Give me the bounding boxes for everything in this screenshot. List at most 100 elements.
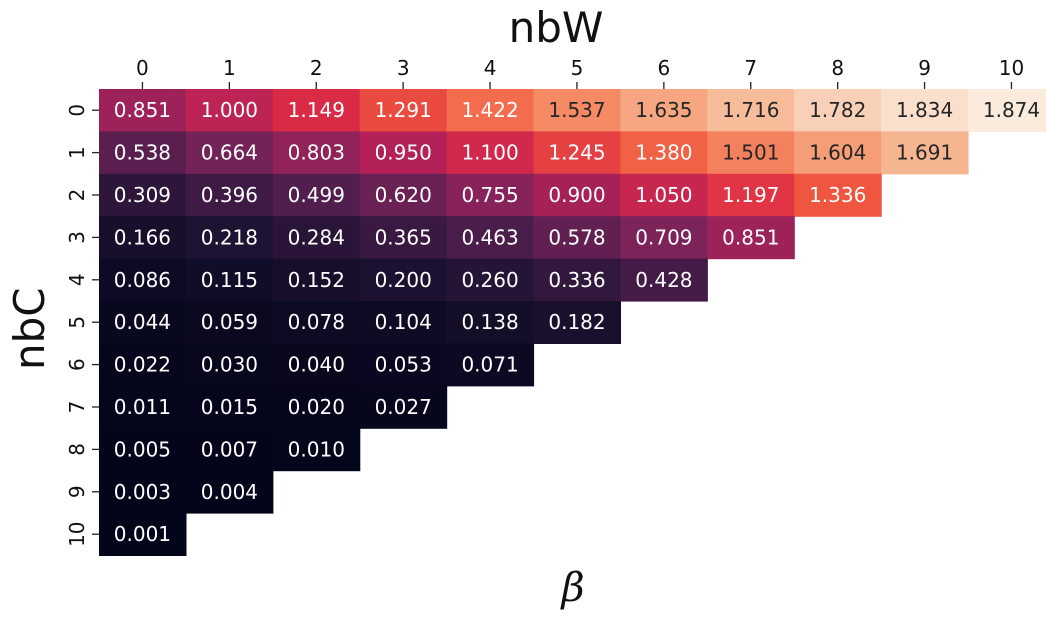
- x-tick-label: 3: [397, 56, 410, 80]
- cell-value-label: 0.182: [548, 310, 605, 334]
- heatmap-cell: [620, 89, 708, 132]
- cell-value-label: 0.900: [548, 183, 605, 207]
- y-tick-label: 10: [65, 521, 89, 546]
- heatmap-cell: [99, 470, 187, 514]
- heatmap-cell: [99, 131, 187, 175]
- heatmap-cell: [99, 301, 187, 344]
- cell-value-label: 1.782: [809, 98, 866, 122]
- x-tick-label: 6: [658, 56, 671, 80]
- heatmap-cell: [359, 216, 448, 260]
- y-tick-label: 3: [65, 231, 89, 244]
- cell-value-label: 1.635: [635, 98, 692, 122]
- y-tick-label: 0: [65, 104, 89, 117]
- heatmap-cell: [620, 216, 708, 260]
- heatmap-cell: [359, 343, 448, 387]
- heatmap-cell: [185, 385, 274, 429]
- heatmap-cell: [272, 216, 361, 260]
- cell-value-label: 1.291: [375, 98, 432, 122]
- heatmap-cell: [881, 89, 969, 132]
- y-tick-label: 5: [65, 316, 89, 329]
- heatmap-cell: [707, 89, 795, 132]
- cell-value-label: 0.950: [375, 141, 432, 165]
- cell-value-label: 1.000: [201, 98, 258, 122]
- cell-value-label: 0.030: [201, 353, 258, 377]
- cell-value-label: 0.005: [114, 437, 171, 461]
- cell-value-label: 0.138: [461, 310, 518, 334]
- heatmap-cell: [99, 428, 187, 472]
- heatmap-cell: [359, 301, 448, 344]
- heatmap-cell: [185, 216, 274, 260]
- heatmap-cell: [272, 428, 361, 472]
- x-tick-label: 0: [136, 56, 149, 80]
- heatmap-cell: [99, 385, 187, 429]
- cell-value-label: 0.044: [114, 310, 171, 334]
- heatmap-cell: [794, 131, 882, 175]
- cell-value-label: 0.709: [635, 225, 692, 249]
- heatmap-cell: [359, 258, 448, 302]
- heatmap-cell: [707, 131, 795, 175]
- cell-value-label: 1.537: [548, 98, 605, 122]
- cell-value-label: 1.691: [896, 141, 953, 165]
- heatmap-cell: [794, 89, 882, 132]
- cell-value-label: 1.380: [635, 141, 692, 165]
- heatmap-cell: [533, 131, 621, 175]
- heatmap-cell: [99, 89, 187, 132]
- cell-value-label: 0.027: [375, 395, 432, 419]
- heatmap-cell: [881, 131, 969, 175]
- heatmap-cell: [446, 216, 535, 260]
- x-axis-title: nbW: [508, 3, 604, 52]
- heatmap-cell: [794, 173, 882, 217]
- cell-value-label: 0.284: [288, 225, 345, 249]
- x-tick-label: 1: [223, 56, 236, 80]
- heatmap-cell: [185, 343, 274, 387]
- heatmap-cell: [272, 343, 361, 387]
- cell-value-label: 0.365: [375, 225, 432, 249]
- cell-value-label: 0.851: [114, 98, 171, 122]
- cell-value-label: 1.336: [809, 183, 866, 207]
- heatmap-cell: [185, 173, 274, 217]
- cell-value-label: 0.260: [461, 268, 518, 292]
- cell-value-label: 0.538: [114, 141, 171, 165]
- x-tick-label: 5: [571, 56, 584, 80]
- heatmap-cell: [533, 173, 621, 217]
- heatmap-cell: [359, 131, 448, 175]
- heatmap-cell: [533, 89, 621, 132]
- x-tick-label: 10: [999, 56, 1024, 80]
- cell-value-label: 0.200: [375, 268, 432, 292]
- cell-value-label: 0.152: [288, 268, 345, 292]
- cell-value-label: 0.040: [288, 353, 345, 377]
- cell-value-label: 0.086: [114, 268, 171, 292]
- cell-value-label: 0.115: [201, 268, 258, 292]
- heatmap-cell: [272, 131, 361, 175]
- heatmap-cell: [533, 216, 621, 260]
- cell-value-label: 1.604: [809, 141, 866, 165]
- cell-value-label: 0.015: [201, 395, 258, 419]
- heatmap-cell: [185, 89, 274, 132]
- heatmap-cell: [185, 470, 274, 514]
- x-tick-label: 8: [831, 56, 844, 80]
- heatmap-cell: [707, 216, 795, 260]
- y-tick-label: 7: [65, 401, 89, 414]
- heatmap-cell: [359, 173, 448, 217]
- cell-value-label: 1.149: [288, 98, 345, 122]
- cell-value-label: 1.050: [635, 183, 692, 207]
- heatmap-cell: [533, 301, 621, 344]
- heatmap-cell: [707, 173, 795, 217]
- x-tick-label: 2: [310, 56, 323, 80]
- cell-value-label: 0.001: [114, 522, 171, 546]
- cell-value-label: 1.501: [722, 141, 779, 165]
- heatmap-cell: [446, 173, 535, 217]
- y-tick-label: 4: [65, 273, 89, 286]
- cell-value-label: 0.218: [201, 225, 258, 249]
- cell-value-label: 0.010: [288, 437, 345, 461]
- cell-value-label: 0.078: [288, 310, 345, 334]
- cell-value-label: 0.396: [201, 183, 258, 207]
- cell-value-label: 0.011: [114, 395, 171, 419]
- cell-value-label: 0.578: [548, 225, 605, 249]
- heatmap-cell: [446, 131, 535, 175]
- heatmap-cell: [185, 428, 274, 472]
- heatmap-cell: [446, 258, 535, 302]
- heatmap-cell: [99, 216, 187, 260]
- cell-value-label: 0.004: [201, 480, 258, 504]
